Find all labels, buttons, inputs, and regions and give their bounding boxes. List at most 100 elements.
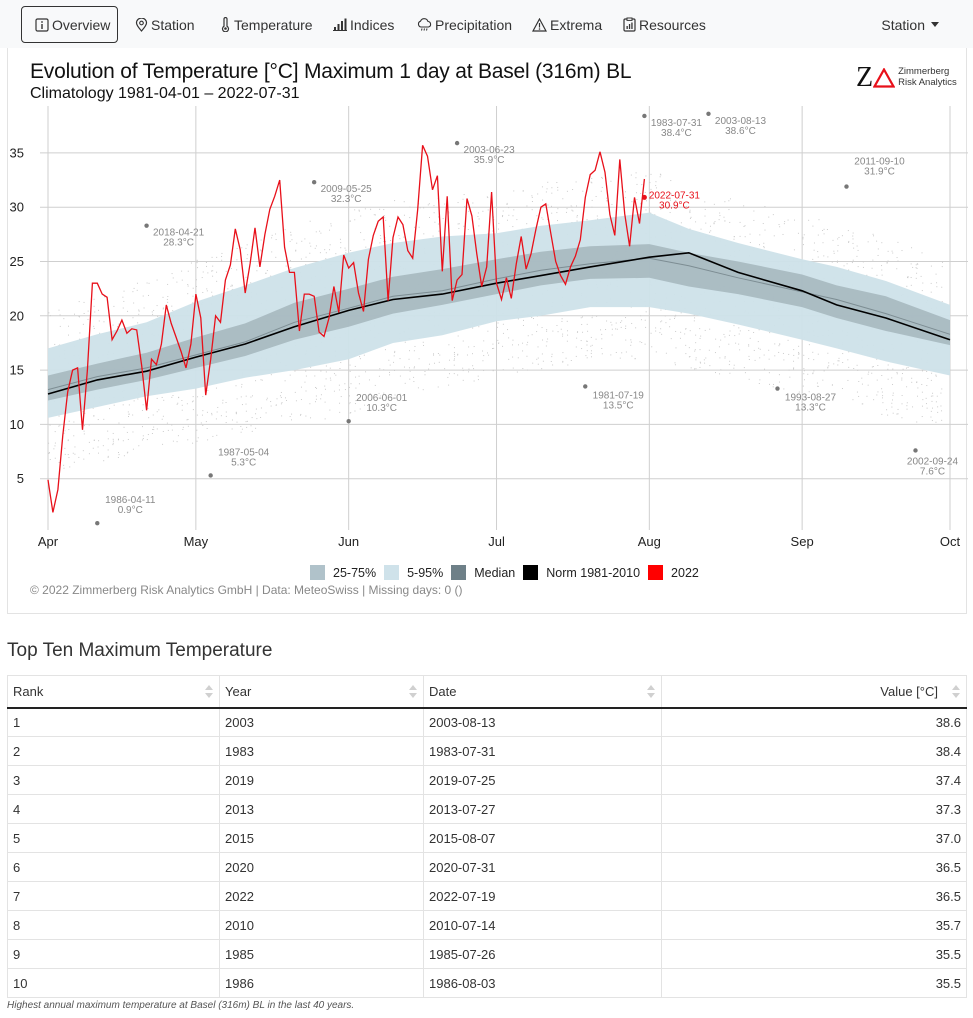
nav-extrema[interactable]: Extrema	[532, 6, 602, 43]
scatter-point	[502, 345, 504, 347]
scatter-point	[172, 277, 174, 279]
legend-item-25-75: 25-75%	[310, 565, 376, 580]
scatter-point	[797, 357, 799, 359]
scatter-point	[355, 387, 357, 389]
scatter-point	[728, 200, 730, 202]
scatter-point	[828, 362, 830, 364]
scatter-point	[270, 405, 272, 407]
scatter-point	[202, 291, 204, 293]
nav-overview-label: Overview	[52, 16, 111, 33]
scatter-point	[842, 362, 844, 364]
scatter-point	[117, 456, 119, 458]
scatter-point	[935, 374, 937, 376]
scatter-point	[457, 335, 459, 337]
scatter-point	[822, 229, 824, 231]
scatter-point	[921, 405, 923, 407]
scatter-point	[601, 186, 603, 188]
scatter-point	[826, 229, 828, 231]
scatter-point	[468, 368, 470, 370]
column-header-year[interactable]: Year	[219, 675, 424, 709]
scatter-point	[245, 403, 247, 405]
nav-resources[interactable]: Resources	[623, 6, 706, 43]
scatter-point	[98, 440, 100, 442]
scatter-point	[329, 409, 331, 411]
scatter-point	[572, 189, 574, 191]
scatter-point	[897, 408, 899, 410]
scatter-point	[921, 370, 923, 372]
y-tick-label: 20	[10, 308, 24, 323]
nav-temperature[interactable]: Temperature	[220, 6, 313, 43]
scatter-point	[487, 330, 489, 332]
scatter-point	[552, 330, 554, 332]
scatter-point	[640, 192, 642, 194]
scatter-point	[723, 216, 725, 218]
scatter-point	[526, 223, 528, 225]
scatter-point	[749, 337, 751, 339]
scatter-point	[305, 375, 307, 377]
legend-item-norm: Norm 1981-2010	[523, 565, 640, 580]
scatter-point	[582, 331, 584, 333]
scatter-point	[365, 371, 367, 373]
scatter-point	[822, 242, 824, 244]
scatter-point	[856, 391, 858, 393]
scatter-point	[206, 288, 208, 290]
record-value-label: 0.9°C	[118, 505, 143, 516]
scatter-point	[54, 431, 56, 433]
scatter-point	[782, 352, 784, 354]
scatter-point	[255, 408, 257, 410]
scatter-point	[586, 323, 588, 325]
scatter-point	[178, 396, 180, 398]
cell-year: 2013	[219, 794, 424, 824]
scatter-point	[866, 395, 868, 397]
nav-indices[interactable]: Indices	[333, 6, 394, 43]
nav-precipitation[interactable]: Precipitation	[417, 6, 512, 43]
scatter-point	[310, 245, 312, 247]
legend-label: 5-95%	[407, 565, 444, 580]
scatter-point	[409, 217, 411, 219]
scatter-point	[748, 344, 750, 346]
scatter-point	[74, 313, 76, 315]
scatter-point	[348, 395, 350, 397]
scatter-point	[256, 270, 258, 272]
column-header-rank[interactable]: Rank	[7, 675, 220, 709]
scatter-point	[67, 440, 69, 442]
scatter-point	[118, 454, 120, 456]
sort-icon[interactable]	[647, 685, 655, 699]
scatter-point	[630, 306, 632, 308]
record-date-label: 1987-05-04	[218, 447, 270, 458]
logo-line2: Risk Analytics	[898, 77, 957, 88]
scatter-point	[526, 344, 528, 346]
scatter-point	[828, 365, 830, 367]
scatter-point	[744, 372, 746, 374]
scatter-point	[137, 322, 139, 324]
scatter-point	[156, 411, 158, 413]
scatter-point	[739, 349, 741, 351]
sort-icon[interactable]	[952, 685, 960, 699]
scatter-point	[58, 425, 60, 427]
table-caption: Highest annual maximum temperature at Ba…	[7, 1000, 355, 1011]
column-header-date[interactable]: Date	[423, 675, 662, 709]
scatter-point	[733, 236, 735, 238]
sort-icon[interactable]	[205, 685, 213, 699]
sort-icon[interactable]	[409, 685, 417, 699]
scatter-point	[783, 388, 785, 390]
map-pin-icon	[135, 17, 148, 32]
scatter-point	[166, 298, 168, 300]
station-dropdown[interactable]: Station	[881, 6, 939, 43]
scatter-point	[167, 283, 169, 285]
scatter-point	[816, 382, 818, 384]
scatter-point	[886, 261, 888, 263]
nav-overview[interactable]: Overview	[21, 6, 118, 43]
legend-swatch	[451, 565, 467, 580]
scatter-point	[513, 190, 515, 192]
scatter-point	[265, 272, 267, 274]
scatter-point	[881, 391, 883, 393]
column-header-value[interactable]: Value [°C]	[661, 675, 967, 709]
scatter-point	[508, 358, 510, 360]
scatter-point	[260, 379, 262, 381]
nav-station[interactable]: Station	[135, 6, 195, 43]
scatter-point	[556, 182, 558, 184]
scatter-point	[887, 364, 889, 366]
scatter-point	[586, 344, 588, 346]
scatter-point	[222, 402, 224, 404]
